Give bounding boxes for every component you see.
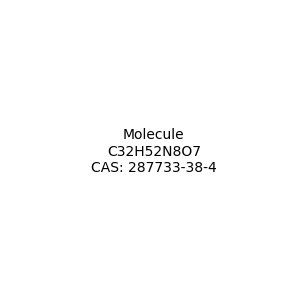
Text: Molecule
C32H52N8O7
CAS: 287733-38-4: Molecule C32H52N8O7 CAS: 287733-38-4	[91, 128, 217, 175]
